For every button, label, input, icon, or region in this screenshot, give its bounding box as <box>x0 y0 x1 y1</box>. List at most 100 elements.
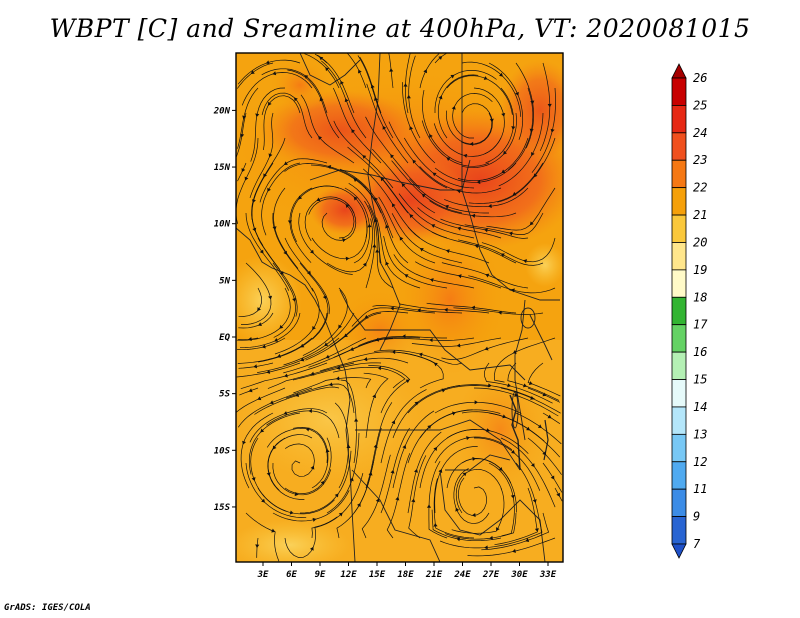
streamline <box>415 261 502 289</box>
streamline-arrow <box>261 498 266 503</box>
streamline-arrow <box>261 344 266 349</box>
streamline <box>326 432 360 514</box>
streamline-arrow <box>385 261 390 266</box>
streamline-arrow <box>450 74 455 79</box>
streamline <box>332 366 406 389</box>
streamline <box>272 212 314 292</box>
streamline <box>531 87 556 173</box>
streamline-arrow <box>484 346 489 351</box>
streamline <box>539 62 551 152</box>
map-frame <box>235 52 564 563</box>
lon-tick-label: 27E <box>482 570 500 580</box>
streamline-arrow <box>253 364 258 369</box>
streamline-arrow <box>501 169 506 174</box>
colorbar-swatch <box>671 351 687 380</box>
streamline <box>357 55 394 139</box>
streamline <box>346 53 367 89</box>
lon-tick-label: 15E <box>369 570 386 580</box>
streamline-arrow <box>455 507 460 512</box>
lon-tick-label: 24E <box>453 570 471 580</box>
streamline-arrow <box>283 161 288 166</box>
streamline <box>488 462 515 537</box>
streamline <box>468 162 544 204</box>
streamline <box>388 121 448 189</box>
streamline <box>321 201 357 241</box>
streamline-arrow <box>510 494 515 499</box>
streamline <box>339 168 394 239</box>
streamline-arrow <box>272 445 277 450</box>
wbpt-cool-south <box>236 520 350 562</box>
streamline-arrow <box>340 80 344 85</box>
streamline <box>429 200 517 218</box>
streamline-arrow <box>418 352 423 357</box>
streamline-arrow <box>474 400 479 405</box>
colorbar-swatch <box>671 324 687 353</box>
streamline <box>364 200 376 289</box>
streamline-arrow <box>419 248 424 252</box>
streamline-arrow <box>515 91 519 96</box>
streamline <box>434 446 478 514</box>
streamline <box>457 137 529 182</box>
colorbar-swatch <box>671 77 687 106</box>
streamline-arrow <box>499 72 503 77</box>
streamline <box>403 137 475 189</box>
streamline <box>257 337 340 373</box>
colorbar-swatch <box>671 159 687 189</box>
streamline <box>254 386 340 415</box>
streamline <box>386 453 411 539</box>
colorbar-swatch <box>671 214 687 243</box>
streamline <box>283 337 367 374</box>
streamline <box>245 212 290 291</box>
streamline-arrow <box>498 466 503 471</box>
streamline <box>392 385 460 439</box>
streamline-arrow <box>267 187 271 192</box>
streamline-arrow <box>344 98 349 103</box>
streamline <box>365 116 421 189</box>
wbpt-hot-northeast <box>500 60 563 160</box>
streamline <box>402 82 436 164</box>
streamline-arrow <box>476 179 481 185</box>
colorbar-swatch <box>671 433 687 463</box>
streamline <box>237 162 247 182</box>
streamline-arrow <box>529 221 534 226</box>
streamline <box>446 75 513 115</box>
streamline <box>500 437 556 508</box>
streamline <box>398 193 475 239</box>
streamline <box>461 458 517 513</box>
colorbar-top-arrow <box>671 63 687 79</box>
streamline <box>481 512 550 551</box>
streamline <box>383 235 448 289</box>
streamline-arrow <box>250 70 255 74</box>
streamline <box>485 87 515 164</box>
lon-tick-label: 12E <box>340 570 357 580</box>
streamline <box>317 54 355 114</box>
streamline <box>358 335 447 347</box>
streamline-arrow <box>385 224 390 229</box>
streamline <box>441 337 529 360</box>
streamline <box>441 262 529 289</box>
streamline-arrow <box>242 440 247 445</box>
streamline-arrow <box>511 288 515 293</box>
streamline <box>283 312 355 366</box>
streamline <box>237 337 286 351</box>
streamline <box>299 262 329 340</box>
streamline <box>408 455 427 539</box>
streamline <box>380 389 427 464</box>
streamline-arrow <box>377 366 382 371</box>
streamline-arrow <box>409 214 414 219</box>
lon-tick-label: 33E <box>539 570 557 580</box>
colorbar-swatch <box>671 488 687 517</box>
streamline-arrow <box>267 101 272 106</box>
streamline-arrow <box>354 418 359 422</box>
streamline-arrow <box>271 528 276 533</box>
colorbar-swatch <box>671 406 687 435</box>
streamline <box>259 158 328 203</box>
streamline <box>285 383 355 414</box>
streamline-arrow <box>444 307 448 312</box>
streamline-arrow <box>292 298 297 302</box>
streamline <box>374 349 463 365</box>
streamline <box>273 187 299 269</box>
lat-tick-label: 10S <box>214 446 231 456</box>
streamline-arrow <box>391 203 396 208</box>
streamline <box>434 162 517 183</box>
